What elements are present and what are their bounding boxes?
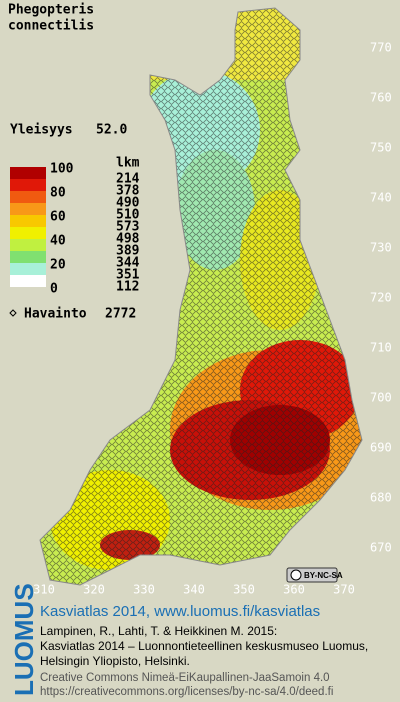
legend-count: 112 (116, 280, 139, 295)
x-grid-label: 360 (283, 583, 305, 597)
y-grid-label: 760 (370, 91, 392, 105)
legend-swatch (10, 191, 46, 203)
license-line: https://creativecommons.org/licenses/by-… (40, 686, 333, 698)
x-grid-label: 350 (233, 583, 255, 597)
legend-swatch (10, 215, 46, 227)
observations-value: 2772 (105, 307, 136, 322)
observations-label: Havainto (24, 307, 87, 322)
legend-count: 510 (116, 208, 140, 223)
y-grid-label: 720 (370, 291, 392, 305)
legend-swatch (10, 167, 46, 179)
legend-swatch (10, 203, 46, 215)
legend-scale-label: 0 (50, 282, 58, 297)
frequency-value: 52.0 (96, 123, 127, 138)
legend-swatch (10, 251, 46, 263)
species-line: Phegopteris (8, 3, 94, 18)
citation-line: Helsingin Yliopisto, Helsinki. (40, 654, 190, 668)
license-badge-text: BY-NC-SA (304, 571, 343, 580)
x-grid-label: 370 (333, 583, 355, 597)
x-grid-label: 310 (33, 583, 55, 597)
license-line: Creative Commons Nimeä-EiKaupallinen-Jaa… (40, 672, 330, 684)
legend-count: 344 (116, 256, 140, 271)
legend-swatch (10, 179, 46, 191)
y-grid-label: 670 (370, 541, 392, 555)
legend-swatch (10, 263, 46, 275)
legend-count: 498 (116, 232, 140, 247)
legend-swatch (10, 239, 46, 251)
frequency-label: Yleisyys (10, 123, 73, 138)
legend-count: 214 (116, 172, 140, 187)
publisher-logo: LUOMUS (9, 583, 39, 696)
y-grid-label: 750 (370, 141, 392, 155)
legend-count: 573 (116, 220, 139, 235)
legend-count: 490 (116, 196, 140, 211)
x-grid-label: 340 (183, 583, 205, 597)
y-grid-label: 690 (370, 441, 392, 455)
cc-icon (290, 569, 302, 581)
count-header: lkm (116, 156, 140, 171)
footer-text: Lampinen, R., Lahti, T. & Heikkinen M. 2… (40, 624, 368, 698)
species-line: connectilis (8, 19, 94, 34)
citation-line: Kasviatlas 2014 – Luonnontieteellinen ke… (40, 639, 368, 653)
footer-background (0, 600, 400, 702)
y-grid-label: 710 (370, 341, 392, 355)
legend-count: 378 (116, 184, 140, 199)
footer-heading: Kasviatlas 2014, www.luomus.fi/kasviatla… (40, 603, 320, 620)
y-grid-label: 740 (370, 191, 392, 205)
legend-swatch (10, 227, 46, 239)
legend-scale-label: 80 (50, 186, 66, 201)
legend-scale-label: 20 (50, 258, 66, 273)
legend-scale-label: 40 (50, 234, 66, 249)
grid-labels: 770 760 750 740 730 720 710 700 690 680 670 310 320 3… (33, 41, 392, 597)
legend-scale-label: 60 (50, 210, 66, 225)
citation-line: Lampinen, R., Lahti, T. & Heikkinen M. 2… (40, 624, 277, 638)
y-grid-label: 730 (370, 241, 392, 255)
y-grid-label: 770 (370, 41, 392, 55)
legend-count: 351 (116, 268, 140, 283)
x-grid-label: 330 (133, 583, 155, 597)
y-grid-label: 680 (370, 491, 392, 505)
legend-swatch (10, 275, 46, 287)
x-grid-label: 320 (83, 583, 105, 597)
observation-symbol (9, 309, 17, 317)
legend-scale-label: 100 (50, 162, 74, 177)
y-grid-label: 700 (370, 391, 392, 405)
legend-count: 389 (116, 244, 139, 259)
